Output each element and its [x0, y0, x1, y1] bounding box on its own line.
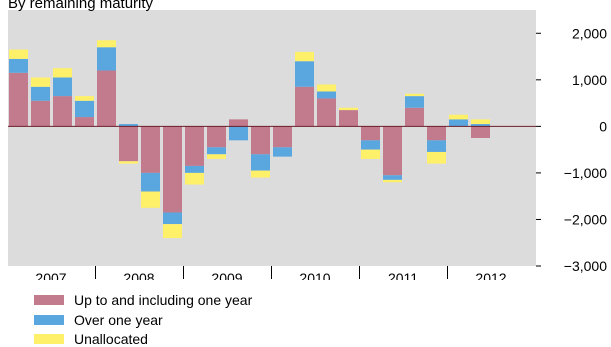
y-axis: 2,000 1,000 0 −1,000 −2,000 −3,000: [536, 25, 607, 274]
bar-unallocated-4: [75, 96, 94, 101]
legend-swatch-unallocated: [34, 334, 64, 344]
bar-over-one-year-19: [405, 96, 424, 108]
bar-over-one-year-12: [251, 154, 270, 171]
y-tick-label: 0: [599, 118, 607, 134]
bar-up-to-one-year-11: [229, 119, 248, 127]
bar-unallocated-16: [339, 107, 358, 111]
bar-unallocated-2: [31, 77, 50, 87]
bar-up-to-one-year-18: [383, 126, 402, 176]
bar-up-to-one-year-3: [53, 96, 72, 127]
bar-up-to-one-year-9: [185, 126, 204, 166]
legend-label-over-one-year: Over one year: [74, 312, 163, 328]
bar-unallocated-12: [251, 170, 270, 178]
bar-unallocated-22: [471, 119, 490, 125]
x-tick-label: 2011: [388, 270, 418, 280]
bar-up-to-one-year-17: [361, 126, 380, 141]
bar-over-one-year-17: [361, 140, 380, 150]
bar-up-to-one-year-10: [207, 126, 226, 148]
plot-background: [8, 10, 536, 266]
bar-up-to-one-year-5: [97, 70, 116, 127]
bar-over-one-year-18: [383, 175, 402, 180]
bar-unallocated-1: [9, 49, 28, 59]
legend-item-unallocated: Unallocated: [34, 331, 394, 347]
y-tick-label: 1,000: [572, 72, 607, 88]
bar-up-to-one-year-2: [31, 100, 50, 127]
y-tick-label: 2,000: [572, 25, 607, 41]
bar-unallocated-8: [163, 224, 182, 239]
x-tick-label: 2008: [123, 270, 154, 280]
bar-unallocated-21: [449, 114, 468, 120]
bar-unallocated-19: [405, 93, 424, 97]
bar-unallocated-18: [383, 179, 402, 183]
bar-over-one-year-21: [449, 119, 468, 127]
legend-swatch-over-one-year: [34, 315, 64, 325]
legend-label-unallocated: Unallocated: [74, 331, 148, 347]
bar-up-to-one-year-22: [471, 126, 490, 138]
bar-over-one-year-2: [31, 86, 50, 101]
bar-over-one-year-4: [75, 100, 94, 118]
legend-swatch-up-to-one-year: [34, 295, 64, 305]
bar-up-to-one-year-6: [119, 126, 138, 162]
bar-up-to-one-year-20: [427, 126, 446, 141]
bar-over-one-year-10: [207, 147, 226, 155]
bar-up-to-one-year-15: [317, 98, 336, 127]
bar-over-one-year-1: [9, 58, 28, 73]
bar-up-to-one-year-7: [141, 126, 160, 173]
x-tick-label: 2010: [299, 270, 330, 280]
bar-unallocated-5: [97, 40, 116, 48]
bar-over-one-year-11: [229, 126, 248, 141]
legend-label-up-to-one-year: Up to and including one year: [74, 292, 253, 308]
bar-over-one-year-22: [471, 124, 490, 127]
bar-over-one-year-5: [97, 47, 116, 71]
y-tick-label: −1,000: [564, 165, 607, 181]
bar-over-one-year-14: [295, 61, 314, 87]
bar-over-one-year-3: [53, 77, 72, 97]
bar-up-to-one-year-8: [163, 126, 182, 213]
bar-up-to-one-year-4: [75, 117, 94, 127]
x-tick-label: 2009: [211, 270, 242, 280]
x-tick-label: 2012: [475, 270, 506, 280]
bar-over-one-year-8: [163, 212, 182, 225]
bar-unallocated-9: [185, 172, 204, 185]
bar-unallocated-3: [53, 68, 72, 78]
y-tick-label: −3,000: [564, 258, 607, 274]
bar-up-to-one-year-12: [251, 126, 270, 155]
x-axis: 2007 2008 2009 2010 2011 2012: [35, 266, 507, 280]
bar-over-one-year-20: [427, 140, 446, 152]
bar-over-one-year-9: [185, 165, 204, 173]
bar-up-to-one-year-16: [339, 110, 358, 127]
bars-layer: [9, 40, 490, 239]
bar-unallocated-20: [427, 151, 446, 164]
bar-over-one-year-15: [317, 91, 336, 99]
bar-up-to-one-year-13: [273, 126, 292, 148]
bar-unallocated-10: [207, 154, 226, 159]
bar-unallocated-6: [119, 161, 138, 164]
chart-subtitle: By remaining maturity: [8, 0, 154, 12]
bar-over-one-year-6: [119, 124, 138, 127]
bar-over-one-year-13: [273, 147, 292, 157]
bar-over-one-year-7: [141, 172, 160, 192]
bar-unallocated-15: [317, 84, 336, 92]
y-tick-label: −2,000: [564, 211, 607, 227]
legend-item-up-to-one-year: Up to and including one year: [34, 292, 394, 308]
bar-up-to-one-year-19: [405, 107, 424, 127]
bar-up-to-one-year-1: [9, 72, 28, 127]
legend-item-over-one-year: Over one year: [34, 312, 394, 328]
x-tick-label: 2007: [35, 270, 66, 280]
bar-unallocated-7: [141, 191, 160, 208]
bar-unallocated-17: [361, 149, 380, 159]
bar-up-to-one-year-14: [295, 86, 314, 127]
bar-unallocated-14: [295, 51, 314, 62]
